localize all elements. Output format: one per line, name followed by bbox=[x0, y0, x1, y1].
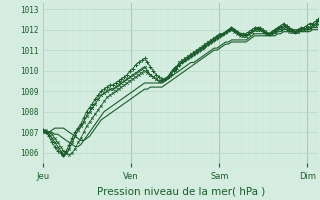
X-axis label: Pression niveau de la mer( hPa ): Pression niveau de la mer( hPa ) bbox=[97, 187, 265, 197]
